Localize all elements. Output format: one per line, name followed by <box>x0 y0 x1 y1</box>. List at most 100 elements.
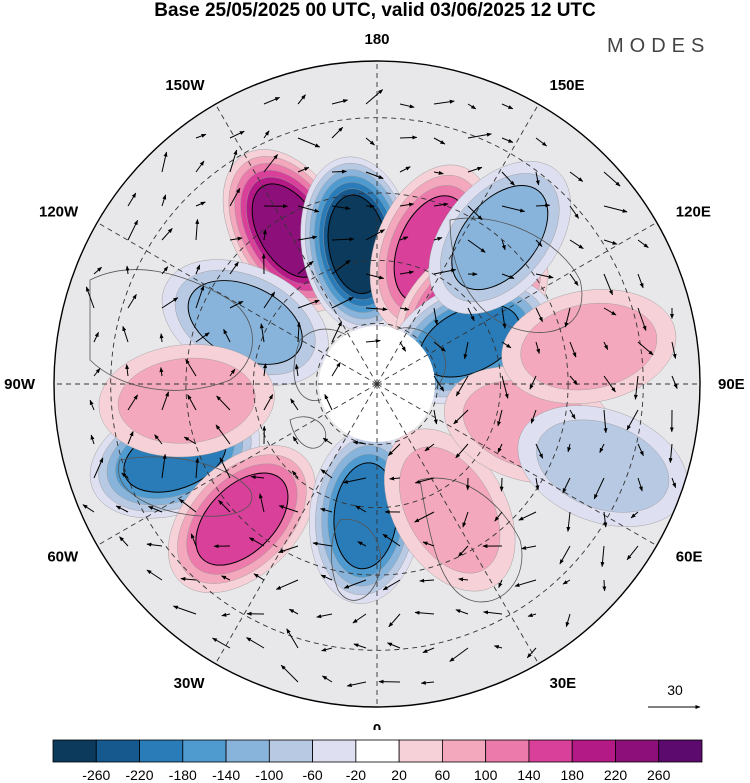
colorbar-swatch <box>139 739 184 763</box>
wind-vector <box>514 579 537 587</box>
wind-vector <box>229 130 245 139</box>
colorbar-swatch <box>441 739 487 763</box>
wind-vector <box>602 579 607 592</box>
wind-vector <box>161 391 169 411</box>
wind-vector <box>342 477 367 484</box>
wind-vector <box>501 239 506 251</box>
wind-vector <box>433 268 457 275</box>
wind-vector <box>331 126 344 139</box>
meridian-label: 30W <box>174 675 206 692</box>
meridian-label: 90E <box>718 376 745 393</box>
wind-vector <box>467 307 475 322</box>
wind-vector <box>501 103 514 110</box>
map-disc <box>54 61 700 707</box>
wind-vector <box>286 628 299 649</box>
wind-vector <box>535 341 540 354</box>
wind-vector <box>115 505 129 513</box>
wind-vector <box>229 187 241 207</box>
wind-vector <box>178 498 197 513</box>
reference-vector: 30 <box>648 682 701 709</box>
brand-logo: MODES <box>607 35 711 57</box>
anomaly-center <box>98 344 275 458</box>
wind-vector <box>316 613 333 619</box>
wind-vector <box>297 235 318 241</box>
wind-vector <box>365 307 388 312</box>
wind-vector <box>275 579 299 590</box>
wind-vector <box>365 273 385 280</box>
colorbar-swatch <box>268 739 313 763</box>
wind-vector <box>263 96 281 105</box>
wind-vector <box>212 637 231 649</box>
wind-vector <box>82 504 95 513</box>
wind-vector <box>90 434 95 445</box>
wind-vector <box>530 409 537 424</box>
wind-vector <box>493 645 503 649</box>
colorbar-tick-label: -60 <box>302 767 322 783</box>
colorbar-swatch <box>658 739 703 763</box>
wind-vector <box>626 409 639 431</box>
wind-vector <box>420 680 435 685</box>
wind-vector <box>324 394 333 411</box>
wind-vector <box>263 130 270 139</box>
anomaly-center <box>517 405 688 527</box>
wind-vector <box>422 647 435 654</box>
colorbar-ticks: -260 -220 -180 -140 -100 -60 -20 20 60 100 140 180 2… <box>82 767 670 783</box>
wind-vector <box>388 443 401 456</box>
wind-vector <box>422 541 435 547</box>
wind-vector <box>455 375 469 397</box>
wind-vector <box>216 395 231 411</box>
wind-vector <box>183 436 197 445</box>
wind-vector <box>497 443 503 454</box>
wind-vector <box>161 453 167 479</box>
wind-vector <box>535 307 543 323</box>
wind-vector <box>433 137 446 145</box>
wind-vector <box>535 203 551 208</box>
colorbar-swatch <box>95 739 140 763</box>
colorbar-swatch <box>52 739 97 763</box>
wind-vector <box>122 325 129 343</box>
colorbar-tick-label: -20 <box>346 767 366 783</box>
wind-vector <box>185 358 197 377</box>
wind-vector <box>89 399 95 411</box>
wind-vector <box>399 341 407 352</box>
wind-vector <box>467 103 477 110</box>
wind-vector <box>455 609 469 615</box>
wind-vector <box>215 424 231 445</box>
wind-vector <box>278 545 299 553</box>
wind-vector <box>535 137 547 147</box>
wind-vector <box>458 545 469 557</box>
wind-vector <box>564 307 571 328</box>
colorbar-tick-label: 180 <box>561 767 585 783</box>
wind-vector <box>290 398 299 411</box>
wind-vector <box>399 166 411 173</box>
wind-vector <box>668 443 673 464</box>
wind-vector <box>229 236 243 241</box>
wind-vector <box>93 266 102 275</box>
wind-vector <box>419 578 435 583</box>
wind-vector <box>414 477 435 484</box>
wind-vector <box>331 259 351 275</box>
colorbar-tick-label: -220 <box>125 767 153 783</box>
wind-vector <box>399 236 409 241</box>
colorbar-swatch <box>312 739 357 763</box>
wind-vector <box>501 307 507 329</box>
colorbar-swatch <box>225 739 270 763</box>
wind-vector <box>161 194 167 207</box>
wind-vector <box>467 166 483 173</box>
wind-vector <box>569 341 577 358</box>
colorbar-swatch <box>571 739 616 763</box>
meridian-label: 60W <box>47 549 79 566</box>
wind-vector <box>569 239 584 250</box>
map-border <box>53 60 701 708</box>
wind-vector <box>501 273 515 279</box>
wind-vector <box>399 202 415 207</box>
anomaly-contour <box>520 302 658 391</box>
colorbar-tick-label: -260 <box>82 767 110 783</box>
wind-vector <box>494 511 503 522</box>
page-title: Base 25/05/2025 00 UTC, valid 03/06/2025… <box>154 0 596 21</box>
wind-vector <box>292 436 299 445</box>
colorbar-tick-label: -100 <box>255 767 283 783</box>
wind-vector <box>353 643 367 649</box>
wind-vector <box>365 137 375 146</box>
wind-vector <box>250 475 265 480</box>
